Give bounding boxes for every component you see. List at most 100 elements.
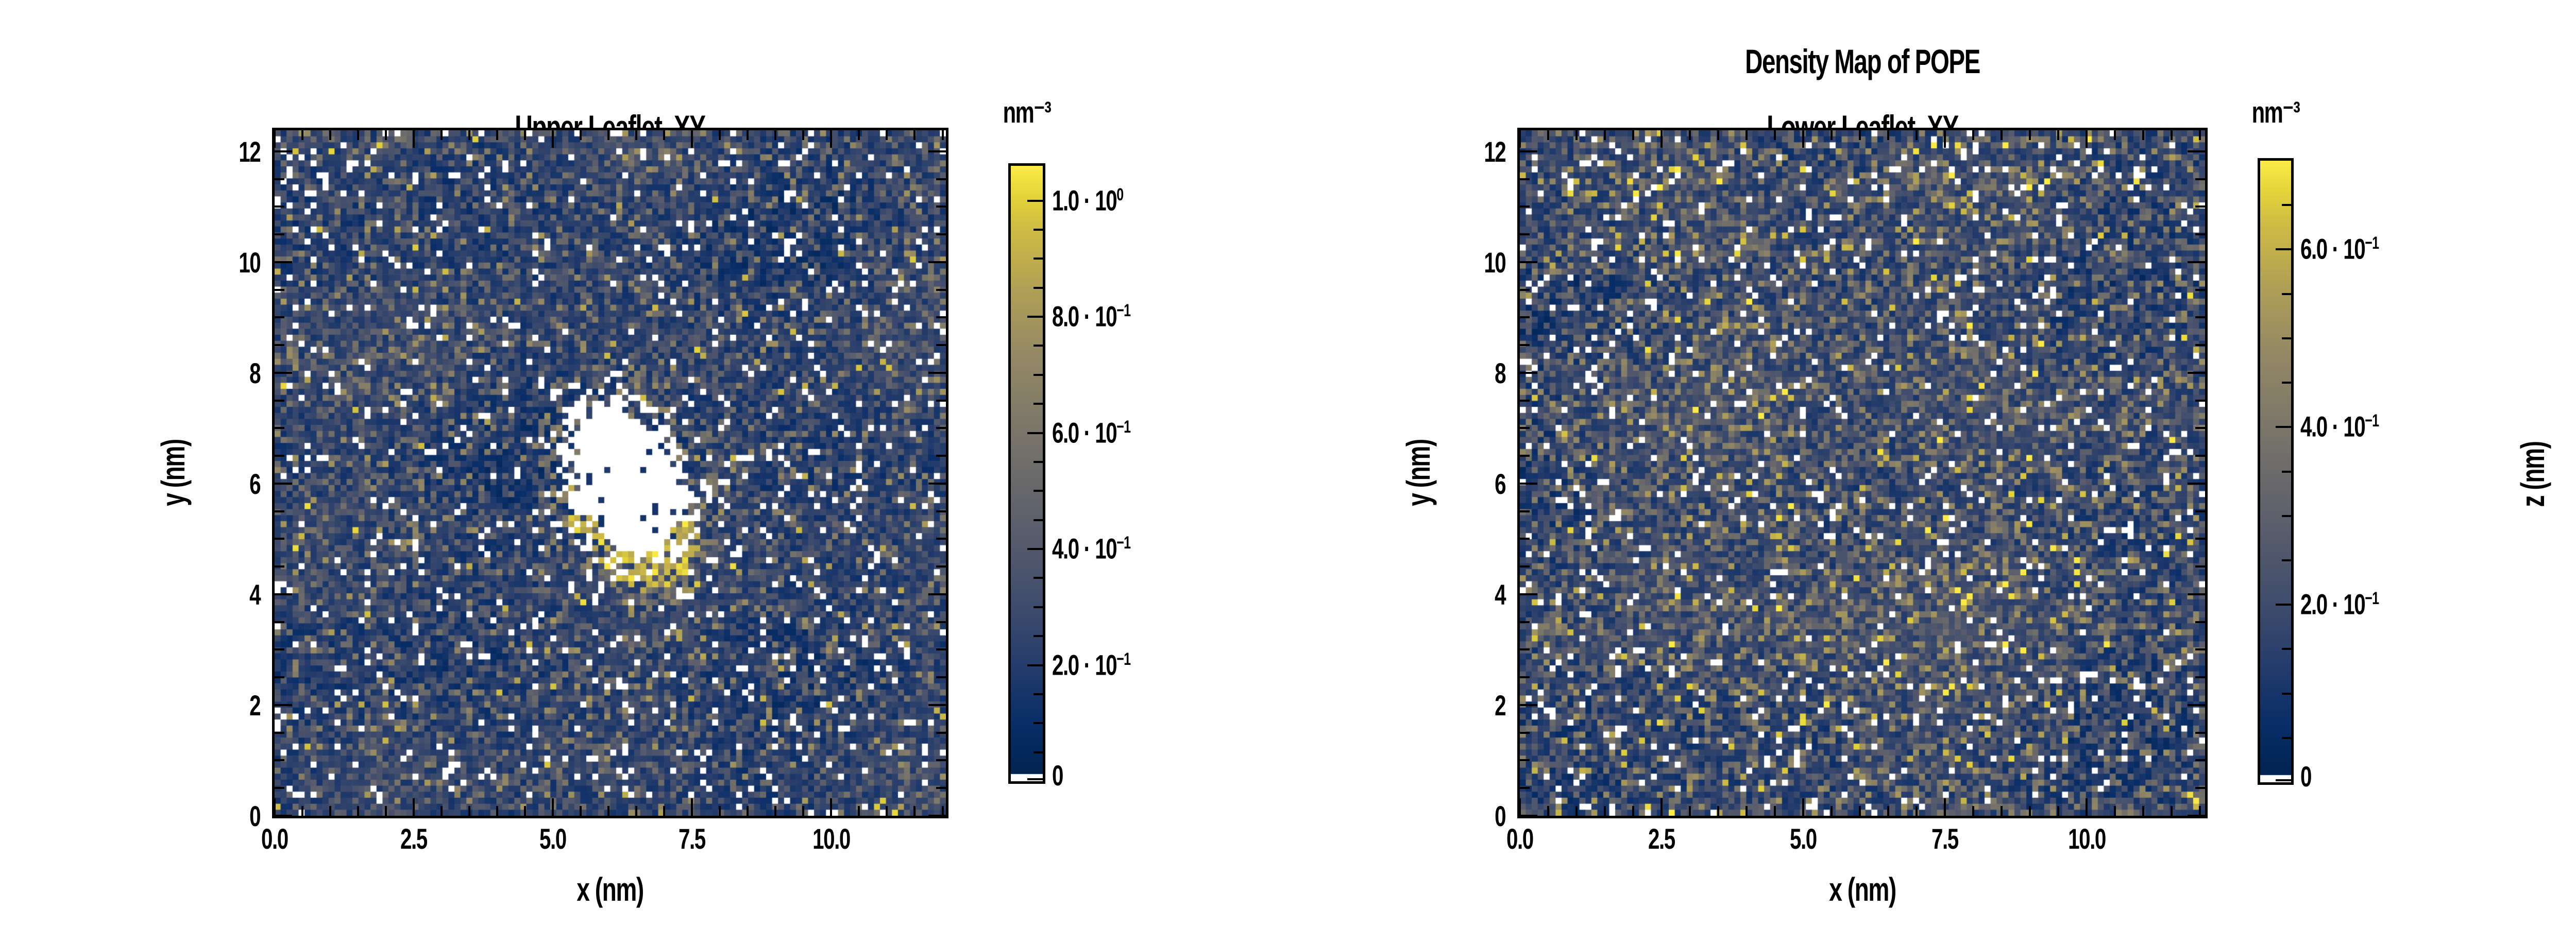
axis-tick: [2199, 130, 2201, 140]
axis-tick: [830, 798, 833, 816]
axis-tick: [1689, 806, 1691, 816]
axis-tick: [936, 399, 946, 402]
axis-tick: [275, 150, 292, 152]
axis-tick: [2195, 621, 2205, 623]
axis-tick: [1944, 130, 1946, 148]
colorbar-tick-label: 0: [2300, 760, 2312, 793]
axis-tick: [2188, 593, 2205, 595]
axis-tick: [1027, 778, 1043, 780]
colorbar-unit-lower: nm⁻³: [2251, 96, 2300, 129]
axis-tick: [357, 806, 360, 816]
x-tick-label: 2.5: [1648, 822, 1675, 855]
colorbar-tick-label: 2.0 · 10−1: [2300, 588, 2379, 621]
colorbar-tick-label: 4.0 · 10−1: [2300, 410, 2379, 443]
axis-tick: [275, 510, 284, 512]
axis-tick: [886, 806, 888, 816]
axis-tick: [552, 798, 554, 816]
axis-tick: [2195, 731, 2205, 734]
y-tick-label: 0: [2485, 460, 2576, 491]
axis-tick: [2171, 806, 2173, 816]
axis-tick: [440, 806, 443, 816]
axis-tick: [1033, 519, 1043, 521]
axis-tick: [1520, 703, 1537, 706]
axis-tick: [440, 130, 443, 140]
axis-tick: [1802, 798, 1805, 816]
axis-tick: [1859, 130, 1861, 140]
axis-tick: [385, 806, 387, 816]
axis-tick: [719, 130, 721, 140]
axis-tick: [1745, 130, 1748, 140]
x-tick-label: 2.5: [400, 822, 428, 855]
axis-tick: [2195, 178, 2205, 180]
axis-tick: [936, 205, 946, 208]
axis-tick: [928, 815, 946, 817]
axis-tick: [2195, 233, 2205, 236]
axis-tick: [275, 565, 284, 568]
axis-tick: [552, 130, 554, 148]
axis-tick: [275, 316, 284, 319]
colorbar-tick-label: 6.0 · 10−1: [1052, 416, 1131, 449]
y-tick-label: −2: [2485, 594, 2576, 624]
axis-tick: [928, 150, 946, 152]
axis-tick: [2188, 482, 2205, 485]
axis-tick: [1575, 130, 1578, 140]
axis-tick: [1520, 288, 1530, 291]
axis-tick: [913, 806, 916, 816]
axis-tick: [2195, 427, 2205, 430]
axis-tick: [2057, 130, 2060, 140]
axis-tick: [936, 178, 946, 180]
x-tick-label: 10.0: [812, 822, 851, 855]
axis-tick: [275, 205, 284, 208]
axis-tick: [275, 703, 292, 706]
axis-tick: [2188, 261, 2205, 263]
axis-tick: [2195, 787, 2205, 789]
axis-tick: [2086, 798, 2088, 816]
axis-tick: [1972, 130, 1975, 140]
axis-tick: [275, 621, 284, 623]
colorbar-tick-label: 6.0 · 10−1: [2300, 233, 2379, 266]
axis-tick: [1027, 316, 1043, 318]
axis-tick: [936, 621, 946, 623]
y-tick-label: 8: [1495, 356, 1506, 389]
axis-tick: [2282, 559, 2291, 561]
axis-tick: [468, 130, 471, 140]
axis-tick: [275, 455, 284, 457]
axis-tick: [2282, 204, 2291, 207]
axis-tick: [2195, 510, 2205, 512]
figure-suptitle: Density Map of POPE: [1745, 42, 1980, 80]
axis-tick: [936, 233, 946, 236]
axis-tick: [928, 482, 946, 485]
axis-tick: [747, 806, 749, 816]
axis-tick: [275, 344, 284, 347]
axis-tick: [357, 130, 360, 140]
axis-tick: [1520, 316, 1530, 319]
axis-tick: [2195, 316, 2205, 319]
y-tick-label: 10: [1484, 246, 1506, 279]
axis-tick: [1033, 490, 1043, 492]
y-tick-label: 2: [2485, 327, 2576, 357]
y-tick-label: 2: [1495, 689, 1506, 722]
axis-tick: [2282, 382, 2291, 384]
axis-tick: [936, 538, 946, 540]
x-tick-label: 7.5: [679, 822, 706, 855]
axis-tick: [1520, 261, 1537, 263]
axis-tick: [1520, 565, 1530, 568]
heatmap-axes-lower: [1517, 128, 2208, 818]
axis-tick: [2195, 538, 2205, 540]
axis-tick: [1547, 806, 1549, 816]
axis-tick: [1027, 664, 1043, 666]
axis-tick: [2188, 703, 2205, 706]
axis-tick: [2001, 806, 2003, 816]
axis-tick: [2199, 806, 2201, 816]
y-tick-label: 10: [239, 246, 261, 279]
axis-tick: [274, 798, 276, 816]
axis-tick: [774, 806, 777, 816]
axis-tick: [936, 510, 946, 512]
axis-tick: [936, 288, 946, 291]
axis-tick: [936, 344, 946, 347]
axis-tick: [1802, 130, 1805, 148]
axis-tick: [385, 130, 387, 140]
colorbar-tick-label: 0: [1052, 759, 1063, 792]
axis-tick: [2188, 815, 2205, 817]
